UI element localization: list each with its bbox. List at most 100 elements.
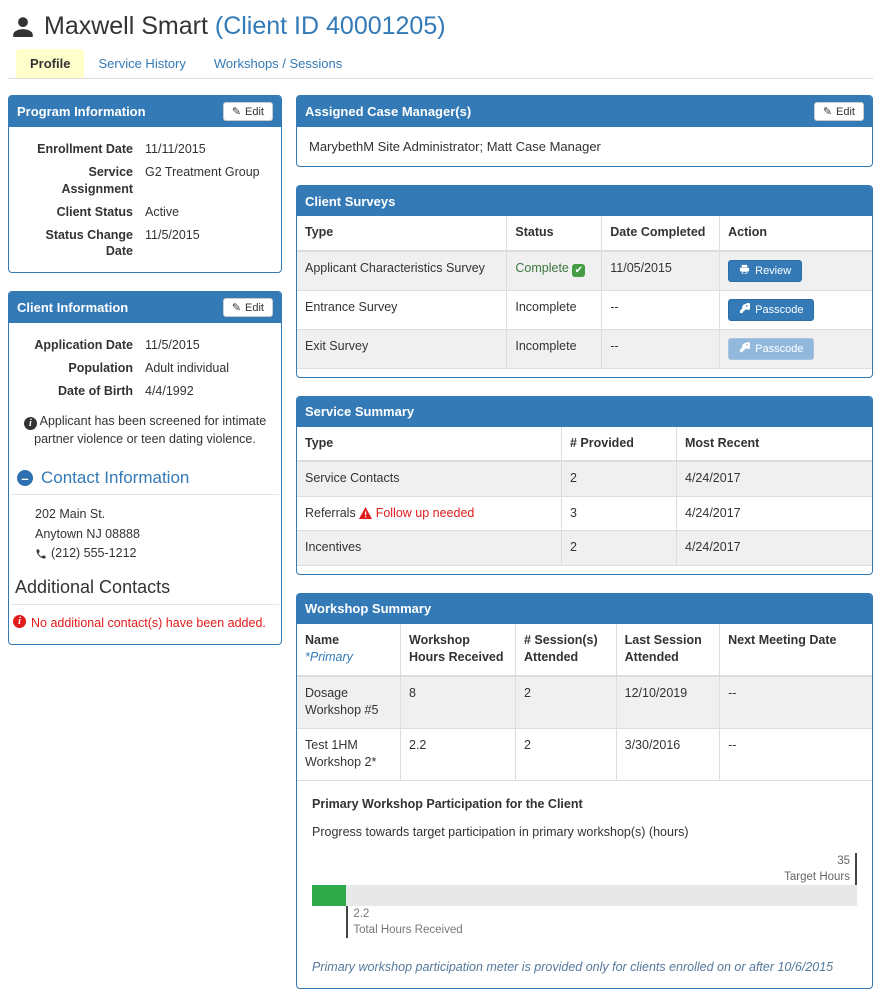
service-summary-panel: Service Summary Type # Provided Most Rec… bbox=[296, 395, 873, 575]
client-information-panel: Client Information ✎ Edit Application Dat… bbox=[8, 291, 282, 645]
table-row: Test 1HM Workshop 2* 2.2 2 3/30/2016 -- bbox=[297, 727, 872, 781]
warning-triangle-icon bbox=[359, 506, 373, 520]
client-surveys-header: Client Surveys bbox=[297, 186, 872, 216]
meter-fill bbox=[312, 884, 347, 906]
edit-case-managers-button[interactable]: ✎ Edit bbox=[813, 102, 864, 121]
person-icon bbox=[10, 14, 36, 40]
tab-workshops-sessions[interactable]: Workshops / Sessions bbox=[213, 56, 343, 71]
service-type: Service Contacts bbox=[297, 460, 562, 497]
meter-target-label: 35 Target Hours bbox=[312, 852, 857, 885]
service-provided: 2 bbox=[561, 530, 677, 566]
service-provided: 2 bbox=[561, 460, 677, 497]
table-row: Exit Survey Incomplete -- Passcode bbox=[297, 328, 872, 369]
workshop-name: Test 1HM Workshop 2* bbox=[297, 727, 401, 781]
field-value: 11/5/2015 bbox=[145, 338, 200, 353]
service-summary-header: Service Summary bbox=[297, 396, 872, 427]
tab-profile[interactable]: Profile bbox=[16, 49, 85, 78]
program-information-header: Program Information ✎ Edit bbox=[9, 96, 281, 127]
col-header-date-completed: Date Completed bbox=[601, 216, 721, 252]
edit-client-info-button[interactable]: ✎ Edit bbox=[222, 298, 273, 318]
panel-title: Client Information bbox=[17, 300, 129, 316]
target-hours-caption: Target Hours bbox=[784, 870, 850, 883]
panel-title: Program Information bbox=[17, 104, 146, 119]
key-icon bbox=[739, 302, 752, 317]
tab-service-history[interactable]: Service History bbox=[98, 56, 186, 71]
workshop-last-session: 12/10/2019 bbox=[615, 675, 721, 729]
pencil-icon: ✎ bbox=[822, 106, 833, 118]
passcode-button[interactable]: Passcode bbox=[728, 298, 815, 321]
table-row: Entrance Survey Incomplete -- Passcode bbox=[297, 289, 872, 330]
field-label: Enrollment Date bbox=[37, 142, 133, 156]
col-header-most-recent: Most Recent bbox=[676, 426, 872, 462]
field-value: Active bbox=[145, 204, 180, 219]
alert-info-icon: i bbox=[13, 615, 26, 629]
workshop-summary-header: Workshop Summary bbox=[297, 593, 872, 624]
case-managers-panel: Assigned Case Manager(s) ✎ Edit MarybethM… bbox=[296, 95, 873, 167]
additional-contacts-heading: Additional Contacts bbox=[11, 575, 279, 606]
field-enrollment-date: Enrollment Date 11/11/2015 bbox=[15, 141, 271, 158]
client-id: (Client ID 40001205) bbox=[214, 12, 446, 40]
client-surveys-table: Type Status Date Completed Action Applic… bbox=[297, 216, 872, 369]
table-row: Referrals Follow up needed 3 4/24/2017 bbox=[297, 495, 872, 531]
field-value: G2 Treatment Group bbox=[145, 164, 260, 179]
service-recent: 4/24/2017 bbox=[676, 460, 872, 497]
field-client-status: Client Status Active bbox=[15, 204, 271, 221]
survey-action: Passcode bbox=[719, 328, 872, 369]
field-value: 11/5/2015 bbox=[145, 227, 200, 242]
contact-information-toggle[interactable]: – Contact Information bbox=[11, 460, 279, 496]
survey-action: Review bbox=[719, 250, 872, 291]
program-information-panel: Program Information ✎ Edit Enrollment Dat… bbox=[8, 95, 282, 274]
phone-icon bbox=[35, 548, 47, 560]
info-icon: i bbox=[23, 416, 37, 430]
contact-address: 202 Main St. Anytown NJ 08888 (212) 555-… bbox=[9, 495, 281, 575]
client-information-body: Application Date 11/5/2015 Population Ad… bbox=[9, 323, 281, 643]
table-row: Dosage Workshop #5 8 2 12/10/2019 -- bbox=[297, 675, 872, 729]
survey-type: Applicant Characteristics Survey bbox=[297, 250, 508, 291]
field-label: Date of Birth bbox=[58, 384, 133, 398]
minus-circle-icon: – bbox=[17, 470, 33, 487]
client-information-header: Client Information ✎ Edit bbox=[9, 292, 281, 324]
received-hours-value: 2.2 bbox=[353, 907, 370, 920]
case-managers-header: Assigned Case Manager(s) ✎ Edit bbox=[297, 96, 872, 127]
workshop-sessions: 2 bbox=[515, 727, 617, 781]
passcode-button-disabled[interactable]: Passcode bbox=[728, 337, 815, 360]
col-header-last-session: Last Session Attended bbox=[615, 623, 721, 677]
field-label: Client Status bbox=[56, 204, 133, 219]
survey-date: -- bbox=[601, 328, 721, 369]
service-type: Referrals Follow up needed bbox=[297, 495, 562, 531]
pencil-icon: ✎ bbox=[231, 302, 242, 315]
printer-icon bbox=[739, 264, 750, 278]
col-header-sessions: # Session(s) Attended bbox=[515, 623, 617, 677]
page-header: Maxwell Smart (Client ID 40001205) bbox=[8, 8, 873, 49]
meter-track bbox=[312, 884, 857, 906]
field-value: Adult individual bbox=[145, 361, 230, 376]
service-type: Incentives bbox=[297, 530, 562, 566]
page-title: Maxwell Smart (Client ID 40001205) bbox=[44, 12, 446, 41]
workshop-hours: 2.2 bbox=[400, 727, 516, 781]
contact-information-heading: Contact Information bbox=[41, 468, 190, 488]
workshop-summary-panel: Workshop Summary Name *Primary Workshop … bbox=[296, 592, 873, 989]
service-provided: 3 bbox=[561, 495, 677, 531]
workshop-hours: 8 bbox=[400, 675, 516, 729]
phone-number: (212) 555-1212 bbox=[51, 545, 137, 560]
service-recent: 4/24/2017 bbox=[676, 495, 872, 531]
workshop-name: Dosage Workshop #5 bbox=[297, 675, 401, 729]
col-header-name: Name *Primary bbox=[297, 623, 401, 677]
review-button[interactable]: Review bbox=[728, 259, 803, 282]
edit-program-info-button[interactable]: ✎ Edit bbox=[222, 102, 273, 121]
key-icon bbox=[739, 341, 752, 356]
client-name: Maxwell Smart bbox=[44, 12, 208, 40]
field-status-change-date: Status Change Date 11/5/2015 bbox=[15, 227, 271, 261]
col-header-status: Status bbox=[506, 216, 603, 252]
workshop-next-meeting: -- bbox=[719, 675, 872, 729]
table-row: Service Contacts 2 4/24/2017 bbox=[297, 460, 872, 497]
meter-received-label: 2.2 Total Hours Received bbox=[346, 905, 857, 938]
survey-type: Exit Survey bbox=[297, 328, 508, 369]
participation-meter: 35 Target Hours 2.2 Total Hours Received bbox=[312, 852, 857, 938]
col-header-next-meeting: Next Meeting Date bbox=[719, 623, 872, 677]
table-row: Incentives 2 4/24/2017 bbox=[297, 530, 872, 566]
participation-subheading: Progress towards target participation in… bbox=[312, 824, 689, 839]
table-row: Applicant Characteristics Survey Complet… bbox=[297, 250, 872, 291]
phone-line: (212) 555-1212 bbox=[35, 544, 271, 563]
case-managers-value: MarybethM Site Administrator; Matt Case … bbox=[309, 139, 601, 154]
